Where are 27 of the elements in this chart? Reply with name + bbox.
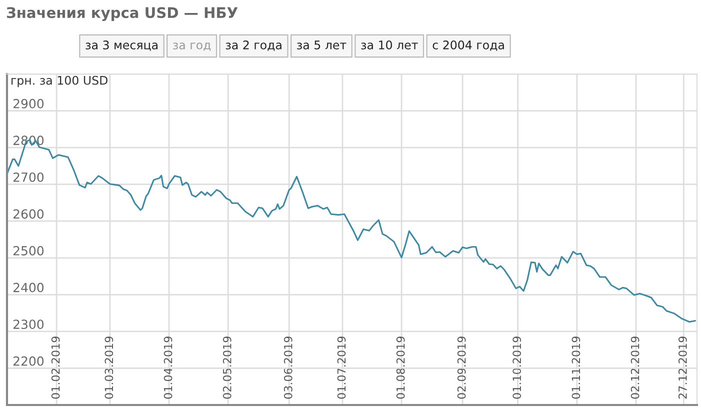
text: с 2004 года	[432, 40, 504, 51]
y-axis-title: грн. за 100 USD	[12, 76, 108, 88]
x-tick-label: 03.06.2019	[284, 336, 292, 399]
chart-title: Значения курса USD — НБУ	[6, 7, 238, 22]
x-tick-label: 02.09.2019	[457, 336, 466, 399]
x-tick-label: 01.08.2019	[396, 336, 405, 399]
text: за 3 месяца	[86, 40, 158, 51]
text: за 2 года	[226, 40, 282, 51]
y-tick-label: 2300	[13, 320, 44, 330]
y-tick-label: 2500	[13, 246, 44, 256]
y-tick-label: 2900	[13, 98, 44, 108]
text: за 5 лет	[297, 40, 346, 50]
y-tick-label: 2700	[13, 172, 44, 182]
x-tick-label: 01.11.2019	[572, 336, 580, 399]
x-tick-label: 01.04.2019	[164, 336, 172, 399]
x-tick-label: 01.02.2019	[51, 336, 60, 399]
text: за год	[173, 42, 211, 51]
y-tick-label: 2400	[13, 282, 44, 292]
x-tick-label: 02.12.2019	[630, 336, 640, 399]
x-tick-label: 01.03.2019	[104, 336, 114, 399]
x-tick-label: 02.05.2019	[222, 336, 232, 399]
x-tick-label: 01.10.2019	[512, 336, 522, 399]
y-tick-label: 2600	[13, 209, 44, 219]
x-tick-label: 27.12.2019	[678, 336, 687, 399]
x-tick-label: 01.07.2019	[337, 336, 346, 399]
y-tick-label: 2200	[13, 356, 44, 366]
text: за 10 лет	[361, 40, 418, 50]
